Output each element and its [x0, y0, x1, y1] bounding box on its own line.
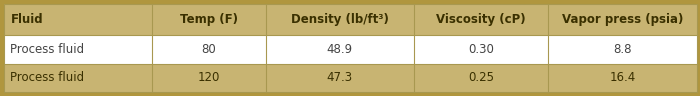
Bar [4, 35, 696, 64]
Text: 48.9: 48.9 [327, 43, 353, 56]
Text: 16.4: 16.4 [610, 71, 636, 84]
Text: Process fluid: Process fluid [10, 71, 85, 84]
Text: 8.8: 8.8 [613, 43, 631, 56]
Text: 0.30: 0.30 [468, 43, 494, 56]
Bar [4, 4, 696, 35]
Text: Density (lb/ft³): Density (lb/ft³) [291, 13, 389, 26]
Text: Temp (F): Temp (F) [180, 13, 238, 26]
Text: Process fluid: Process fluid [10, 43, 85, 56]
Text: 0.25: 0.25 [468, 71, 494, 84]
Text: 80: 80 [202, 43, 216, 56]
Text: Vapor press (psia): Vapor press (psia) [562, 13, 683, 26]
Bar [4, 64, 696, 92]
Text: 120: 120 [197, 71, 220, 84]
Text: Viscosity (cP): Viscosity (cP) [436, 13, 526, 26]
Text: Fluid: Fluid [10, 13, 43, 26]
Text: 47.3: 47.3 [327, 71, 353, 84]
